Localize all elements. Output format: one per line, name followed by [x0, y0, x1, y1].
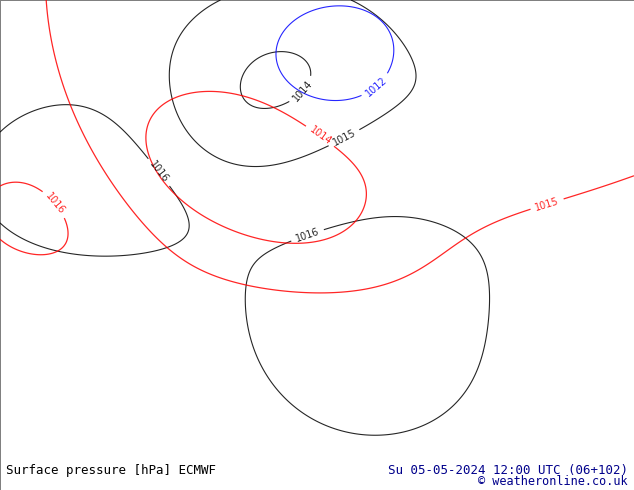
Text: © weatheronline.co.uk: © weatheronline.co.uk [478, 475, 628, 488]
Text: 1016: 1016 [294, 226, 321, 244]
Text: Surface pressure [hPa] ECMWF: Surface pressure [hPa] ECMWF [6, 464, 216, 477]
Text: 1015: 1015 [331, 128, 358, 148]
Text: Su 05-05-2024 12:00 UTC (06+102): Su 05-05-2024 12:00 UTC (06+102) [387, 464, 628, 477]
Text: 1015: 1015 [534, 196, 560, 213]
Text: 1016: 1016 [44, 191, 67, 216]
Text: 1016: 1016 [148, 160, 171, 185]
Text: 1014: 1014 [291, 78, 314, 103]
Text: 1012: 1012 [364, 74, 389, 98]
Text: 1014: 1014 [307, 125, 333, 147]
